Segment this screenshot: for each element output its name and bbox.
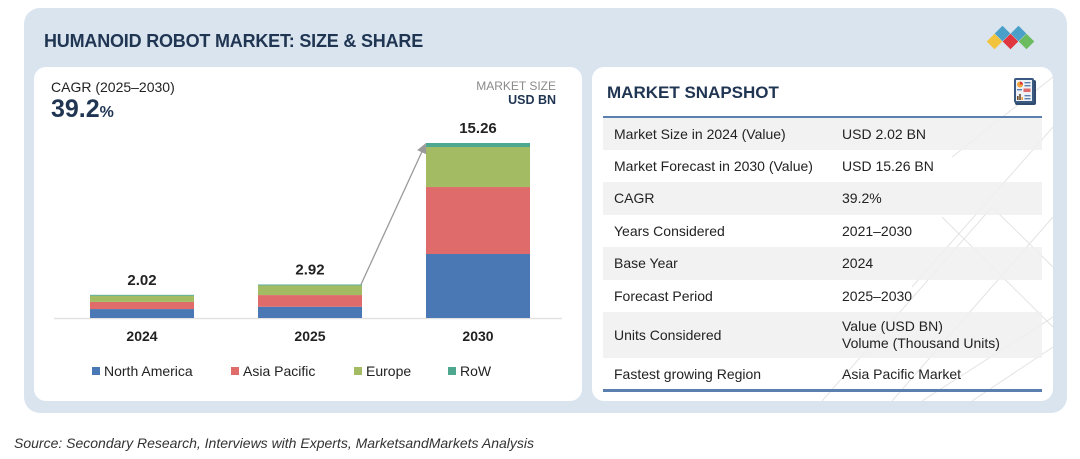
- snapshot-row-value: 2024: [832, 247, 1042, 280]
- market-size-unit: USD BN: [508, 93, 556, 107]
- legend-item: RoW: [448, 363, 491, 379]
- legend-label: RoW: [460, 363, 492, 379]
- snapshot-row-label: Units Considered: [603, 312, 832, 358]
- snapshot-value-line: Value (USD BN): [842, 318, 943, 334]
- snapshot-row-value: 39.2%: [832, 182, 1042, 215]
- bar-segment: [90, 294, 194, 296]
- bar-segment: [258, 295, 362, 307]
- cagr-number: 39.2: [51, 95, 100, 123]
- legend-swatch: [231, 367, 239, 375]
- legend-item: Europe: [354, 363, 411, 379]
- snapshot-value-line: 2024: [842, 255, 874, 272]
- report-document-icon: [1014, 78, 1036, 105]
- snapshot-row-label: Market Size in 2024 (Value): [603, 117, 832, 150]
- snapshot-value-line: USD 2.02 BN: [842, 125, 927, 142]
- snapshot-row-label: CAGR: [603, 182, 832, 215]
- snapshot-table: Market Size in 2024 (Value) USD 2.02 BN Ma…: [603, 116, 1042, 392]
- bar-total-label: 2.92: [295, 262, 324, 279]
- bar-segment: [258, 284, 362, 286]
- bar-total-label: 15.26: [459, 120, 497, 137]
- snapshot-row: CAGR 39.2%: [603, 182, 1042, 215]
- snapshot-row-label: Market Forecast in 2030 (Value): [614, 157, 813, 174]
- bar-segment: [258, 306, 362, 318]
- snapshot-row: Market Forecast in 2030 (Value) USD 15.26…: [603, 150, 1042, 183]
- snapshot-row: Years Considered 2021–2030: [603, 215, 1042, 248]
- stacked-bar-chart: 2.02 2024 2.92 2025 15.26 2030: [54, 120, 562, 344]
- legend-label: Asia Pacific: [243, 363, 316, 379]
- snapshot-value-line: 39.2%: [842, 190, 882, 207]
- bar-segment: [90, 295, 194, 302]
- snapshot-row: Base Year 2024: [603, 247, 1042, 280]
- bar-segment: [90, 309, 194, 318]
- bar-segment: [258, 285, 362, 296]
- source-note: Source: Secondary Research, Interviews w…: [14, 435, 535, 451]
- page-title: HUMANOID ROBOT MARKET: SIZE & SHARE: [44, 31, 423, 51]
- snapshot-row-value: Asia Pacific Market: [832, 358, 1042, 391]
- legend-item: Asia Pacific: [231, 363, 315, 379]
- snapshot-row-label: Forecast Period: [614, 287, 713, 304]
- bar-segment: [90, 301, 194, 310]
- snapshot-row-label: Fastest growing Region: [614, 365, 762, 382]
- snapshot-row-value: Value (USD BN) Volume (Thousand Units): [832, 312, 1042, 358]
- snapshot-row-value: 2025–2030: [832, 280, 1042, 313]
- snapshot-row-label: Years Considered: [614, 222, 725, 239]
- x-tick-label: 2030: [462, 328, 493, 344]
- bar-total-label: 2.02: [127, 272, 156, 289]
- cagr-label: CAGR (2025–2030): [51, 79, 175, 95]
- snapshot-value-line: Asia Pacific Market: [842, 365, 962, 382]
- marketsandmarkets-logo-icon: [986, 26, 1035, 50]
- market-size-label: MARKET SIZE: [476, 79, 556, 93]
- snapshot-row: Forecast Period 2025–2030: [603, 280, 1042, 313]
- chart-legend: North America Asia Pacific Europe RoW: [34, 363, 582, 383]
- snapshot-row-value: USD 2.02 BN: [832, 117, 1042, 150]
- bar-segment: [426, 254, 530, 318]
- snapshot-row-value: 2021–2030: [832, 215, 1042, 248]
- bar-segment: [426, 187, 530, 255]
- legend-label: Europe: [366, 363, 412, 379]
- snapshot-row-value: USD 15.26 BN: [832, 150, 1042, 183]
- bar-segment: [426, 143, 530, 148]
- legend-swatch: [354, 367, 362, 375]
- cagr-value: 39.2%: [51, 95, 114, 124]
- growth-arrow: [360, 143, 427, 285]
- snapshot-row: Units Considered Value (USD BN) Volume (Th…: [603, 312, 1042, 358]
- snapshot-value-line: 2021–2030: [842, 222, 913, 239]
- cagr-unit: %: [99, 104, 114, 121]
- legend-item: North America: [92, 363, 193, 379]
- snapshot-value-line: USD 15.26 BN: [842, 157, 934, 174]
- snapshot-row-label: Base Year: [603, 247, 832, 280]
- snapshot-title: MARKET SNAPSHOT: [607, 83, 779, 102]
- legend-label: North America: [104, 363, 193, 379]
- x-tick-label: 2024: [126, 328, 157, 344]
- legend-swatch: [448, 367, 456, 375]
- snapshot-row: Fastest growing Region Asia Pacific Marke…: [603, 358, 1042, 391]
- snapshot-value-line-2: Volume (Thousand Units): [842, 335, 1000, 351]
- bar-segment: [426, 147, 530, 188]
- snapshot-value-line: 2025–2030: [842, 287, 913, 304]
- snapshot-row: Market Size in 2024 (Value) USD 2.02 BN: [603, 117, 1042, 150]
- legend-swatch: [92, 367, 100, 375]
- x-tick-label: 2025: [294, 328, 325, 344]
